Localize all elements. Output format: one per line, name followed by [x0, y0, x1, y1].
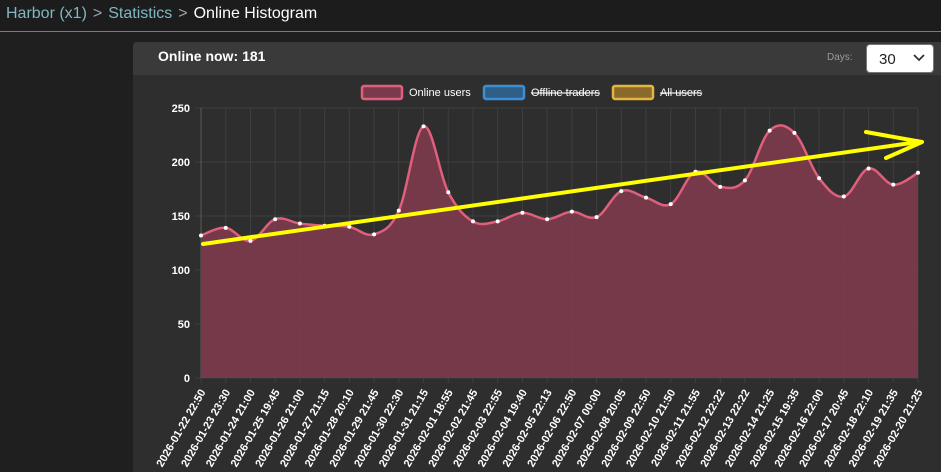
data-point[interactable] — [644, 195, 649, 200]
online-users-area — [201, 125, 918, 378]
online-now-label: Online now: — [158, 48, 239, 64]
data-point[interactable] — [569, 209, 574, 214]
data-point[interactable] — [742, 178, 747, 183]
legend-item[interactable]: Online users — [360, 84, 471, 101]
data-point[interactable] — [297, 221, 302, 226]
days-select[interactable]: 30 — [866, 44, 934, 73]
data-point[interactable] — [520, 210, 525, 215]
data-point[interactable] — [545, 217, 550, 222]
trend-arrow-annotation — [201, 130, 924, 246]
breadcrumb: Harbor (x1) > Statistics > Online Histogram — [6, 4, 317, 24]
y-tick-label: 50 — [178, 319, 190, 331]
chart-series — [200, 124, 919, 378]
legend-swatch — [360, 84, 404, 101]
data-point[interactable] — [594, 215, 599, 220]
legend-label: Offline traders — [531, 87, 600, 99]
data-point[interactable] — [841, 194, 846, 199]
legend-item[interactable]: All users — [611, 84, 703, 101]
days-label: Days: — [827, 52, 853, 63]
online-now-stat: Online now: 181 — [158, 48, 265, 64]
data-point[interactable] — [916, 170, 920, 175]
panel-header: Online now: 181 Days: 30 — [133, 42, 941, 75]
data-point[interactable] — [817, 176, 822, 181]
data-point[interactable] — [446, 190, 451, 195]
legend-item[interactable]: Offline traders — [482, 84, 600, 101]
data-point[interactable] — [891, 182, 896, 187]
page-title: Online Histogram — [193, 5, 318, 22]
breadcrumb-separator: > — [92, 5, 103, 22]
legend-swatch — [611, 84, 655, 101]
top-bar: Harbor (x1) > Statistics > Online Histogram — [0, 0, 941, 32]
online-now-value: 181 — [242, 48, 266, 64]
days-select-value: 30 — [879, 51, 896, 68]
data-point[interactable] — [470, 219, 475, 224]
data-point[interactable] — [668, 202, 673, 207]
y-tick-label: 250 — [172, 103, 190, 115]
legend-label: All users — [660, 87, 703, 99]
data-point[interactable] — [421, 124, 426, 129]
chart-legend: Online users Offline traders All users — [360, 84, 703, 101]
data-point[interactable] — [866, 166, 871, 171]
breadcrumb-separator: > — [178, 5, 188, 22]
data-point[interactable] — [199, 233, 203, 238]
trend-arrow-line — [201, 140, 920, 246]
data-point[interactable] — [792, 130, 797, 135]
data-point[interactable] — [273, 217, 278, 222]
trend-arrow-head — [864, 130, 924, 160]
data-point[interactable] — [372, 232, 377, 237]
y-tick-label: 150 — [172, 211, 190, 223]
legend-label: Online users — [409, 87, 471, 99]
breadcrumb-item-harbor[interactable]: Harbor (x1) — [6, 5, 87, 22]
y-tick-label: 100 — [172, 265, 190, 277]
breadcrumb-item-statistics[interactable]: Statistics — [108, 5, 173, 22]
legend-swatch — [482, 84, 526, 101]
y-axis: 0 50 100 150 200 250 — [172, 103, 190, 385]
data-point[interactable] — [223, 225, 228, 230]
data-point[interactable] — [495, 219, 500, 224]
chevron-down-icon — [913, 54, 925, 62]
data-point[interactable] — [248, 238, 253, 243]
data-point[interactable] — [347, 224, 352, 229]
y-tick-label: 0 — [184, 373, 190, 385]
data-point[interactable] — [396, 208, 401, 213]
data-point[interactable] — [718, 184, 723, 189]
data-point[interactable] — [619, 189, 624, 194]
y-tick-label: 200 — [172, 157, 190, 169]
data-point[interactable] — [767, 128, 772, 133]
